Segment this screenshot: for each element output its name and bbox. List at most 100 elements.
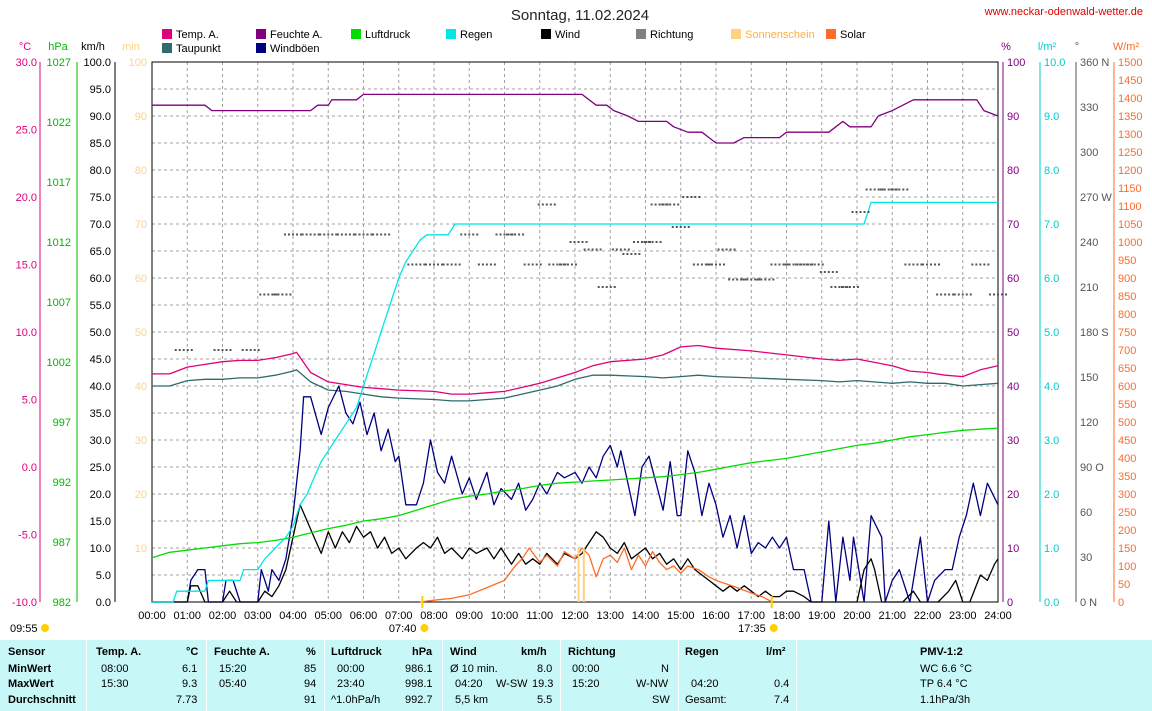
direction-point bbox=[472, 233, 475, 236]
legend-label: Sonnenschein bbox=[745, 29, 815, 41]
direction-point bbox=[728, 278, 731, 281]
direction-point bbox=[518, 233, 521, 236]
stats-header-hum-unit: % bbox=[306, 646, 316, 658]
direction-point bbox=[944, 293, 947, 296]
direction-point bbox=[683, 226, 686, 228]
stats-cell: 08:00 bbox=[101, 663, 129, 675]
direction-point bbox=[1005, 293, 1007, 296]
x-tick-label: 06:00 bbox=[350, 610, 378, 622]
unit-press: hPa bbox=[48, 41, 68, 53]
x-tick-label: 14:00 bbox=[632, 610, 660, 622]
direction-point bbox=[446, 263, 449, 266]
x-tick-label: 10:00 bbox=[491, 610, 519, 622]
y-tick-label-temp: 25.0 bbox=[16, 125, 37, 137]
direction-point bbox=[289, 293, 292, 296]
y-tick-label-solar: 1000 bbox=[1118, 237, 1142, 249]
y-tick-label-solar: 950 bbox=[1118, 255, 1136, 267]
direction-point bbox=[217, 349, 220, 351]
direction-point bbox=[675, 226, 678, 228]
direction-point bbox=[764, 278, 767, 281]
direction-point bbox=[327, 233, 330, 236]
direction-point bbox=[920, 263, 923, 266]
y-tick-label-solar: 150 bbox=[1118, 543, 1136, 555]
y-tick-label-rain: 8.0 bbox=[1044, 165, 1059, 177]
direction-point bbox=[539, 263, 542, 266]
y-tick-label-hum: 70 bbox=[1007, 219, 1019, 231]
direction-point bbox=[654, 203, 657, 206]
y-tick-label-rain: 0.0 bbox=[1044, 597, 1059, 609]
y-tick-label-wind: 5.0 bbox=[96, 570, 111, 582]
legend-label: Wind bbox=[555, 29, 580, 41]
direction-point bbox=[477, 263, 480, 266]
direction-point bbox=[799, 263, 802, 266]
direction-point bbox=[821, 263, 824, 266]
direction-point bbox=[182, 349, 185, 351]
direction-point bbox=[553, 203, 556, 206]
direction-point bbox=[499, 233, 502, 236]
y-tick-label-solar: 500 bbox=[1118, 417, 1136, 429]
direction-point bbox=[908, 263, 911, 266]
axes: 00:00 01:00 02:00 03:00 04:00 05:00 06:00 07:00… bbox=[12, 57, 1143, 622]
y-tick-label-dir: 0 N bbox=[1080, 597, 1097, 609]
y-tick-label-rain: 4.0 bbox=[1044, 381, 1059, 393]
y-tick-label-temp: 15.0 bbox=[16, 260, 37, 272]
legend-swatch bbox=[636, 29, 646, 39]
direction-point bbox=[890, 188, 893, 191]
direction-point bbox=[344, 233, 347, 236]
direction-point bbox=[388, 233, 391, 236]
direction-point bbox=[711, 263, 713, 266]
x-tick-label: 18:00 bbox=[773, 610, 801, 622]
y-tick-label-hum: 60 bbox=[1007, 273, 1019, 285]
direction-point bbox=[415, 263, 418, 266]
direction-point bbox=[323, 233, 326, 236]
direction-point bbox=[930, 263, 933, 266]
direction-point bbox=[694, 196, 697, 198]
direction-point bbox=[856, 286, 859, 288]
direction-point bbox=[733, 248, 736, 251]
stats-header-temp: Temp. A. bbox=[96, 646, 142, 658]
site-link[interactable]: www.neckar-odenwald-wetter.de bbox=[984, 6, 1143, 18]
direction-point bbox=[772, 278, 775, 281]
legend-label: Windböen bbox=[270, 43, 320, 55]
direction-point bbox=[281, 293, 284, 296]
x-tick-label: 03:00 bbox=[244, 610, 272, 622]
direction-point bbox=[770, 263, 773, 266]
direction-point bbox=[317, 233, 320, 236]
direction-point bbox=[936, 293, 939, 296]
direction-point bbox=[271, 293, 274, 296]
stats-header-hum: Feuchte A. bbox=[214, 646, 270, 658]
direction-point bbox=[583, 248, 586, 251]
stats-cell: 5,5 km bbox=[455, 694, 489, 706]
direction-point bbox=[331, 233, 334, 236]
direction-point bbox=[965, 293, 968, 296]
direction-point bbox=[574, 263, 577, 266]
direction-point bbox=[838, 286, 841, 288]
direction-point bbox=[848, 286, 851, 288]
y-tick-label-temp: 5.0 bbox=[22, 395, 37, 407]
direction-point bbox=[643, 241, 646, 243]
y-tick-label-wind: 60.0 bbox=[90, 273, 111, 285]
x-tick-label: 00:00 bbox=[138, 610, 166, 622]
direction-point bbox=[300, 233, 302, 236]
direction-point bbox=[441, 263, 443, 266]
direction-point bbox=[823, 271, 826, 273]
direction-point bbox=[605, 286, 608, 288]
y-tick-label-solar: 750 bbox=[1118, 327, 1136, 339]
y-tick-label-rain: 10.0 bbox=[1044, 57, 1065, 69]
y-tick-label-min: 40 bbox=[135, 381, 147, 393]
direction-point bbox=[301, 233, 304, 236]
direction-point bbox=[916, 263, 919, 266]
direction-point bbox=[263, 293, 266, 296]
y-tick-label-wind: 35.0 bbox=[90, 408, 111, 420]
legend: Temp. A. Taupunkt Feuchte A. Windböen Luftdr… bbox=[162, 29, 866, 55]
unit-dir: ° bbox=[1075, 41, 1079, 53]
direction-point bbox=[835, 271, 838, 273]
y-tick-label-dir: 360 N bbox=[1080, 57, 1109, 69]
y-tick-label-press: 1027 bbox=[47, 57, 71, 69]
direction-point bbox=[679, 226, 682, 228]
direction-point bbox=[658, 203, 661, 206]
direction-point bbox=[744, 278, 747, 281]
y-tick-label-wind: 65.0 bbox=[90, 246, 111, 258]
direction-point bbox=[423, 263, 426, 266]
y-tick-label-press: 1022 bbox=[47, 117, 71, 129]
